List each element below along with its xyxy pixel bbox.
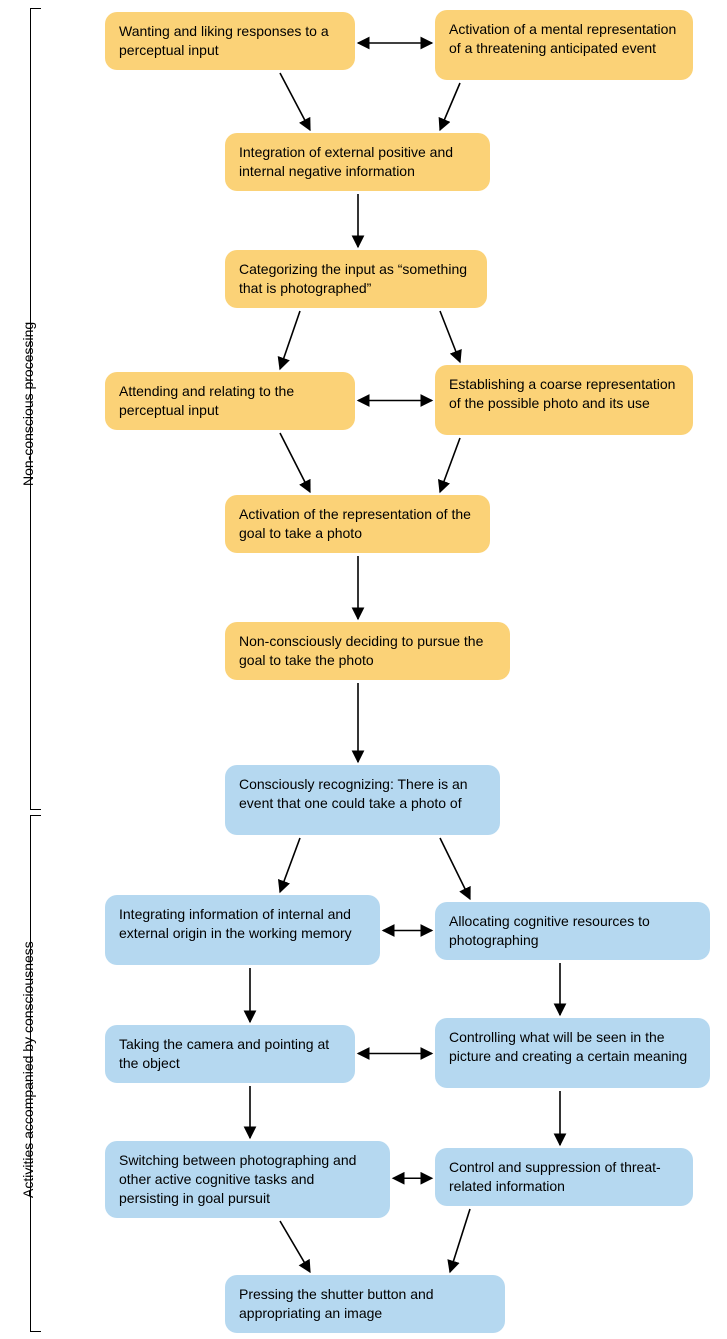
- node-n10: Integrating information of internal and …: [105, 895, 380, 965]
- node-n16: Pressing the shutter button and appropri…: [225, 1275, 505, 1333]
- node-n15: Control and suppression of threat-relate…: [435, 1148, 693, 1206]
- node-n1: Wanting and liking responses to a percep…: [105, 12, 355, 70]
- section-label-nonconscious: Non-conscious processing: [20, 322, 36, 486]
- node-n2: Activation of a mental representation of…: [435, 10, 693, 80]
- section-label-conscious: Activities accompanied by consciousness: [20, 942, 36, 1199]
- node-n7: Activation of the representation of the …: [225, 495, 490, 553]
- node-n12: Taking the camera and pointing at the ob…: [105, 1025, 355, 1083]
- node-n11: Allocating cognitive resources to photog…: [435, 902, 710, 960]
- node-n13: Controlling what will be seen in the pic…: [435, 1018, 710, 1088]
- node-n14: Switching between photographing and othe…: [105, 1141, 390, 1218]
- node-n4: Categorizing the input as “something tha…: [225, 250, 487, 308]
- node-n3: Integration of external positive and int…: [225, 133, 490, 191]
- node-n6: Establishing a coarse representation of …: [435, 365, 693, 435]
- node-n8: Non-consciously deciding to pursue the g…: [225, 622, 510, 680]
- flowchart-canvas: Non-conscious processing Activities accom…: [0, 0, 727, 1339]
- node-n9: Consciously recognizing: There is an eve…: [225, 765, 500, 835]
- node-n5: Attending and relating to the perceptual…: [105, 372, 355, 430]
